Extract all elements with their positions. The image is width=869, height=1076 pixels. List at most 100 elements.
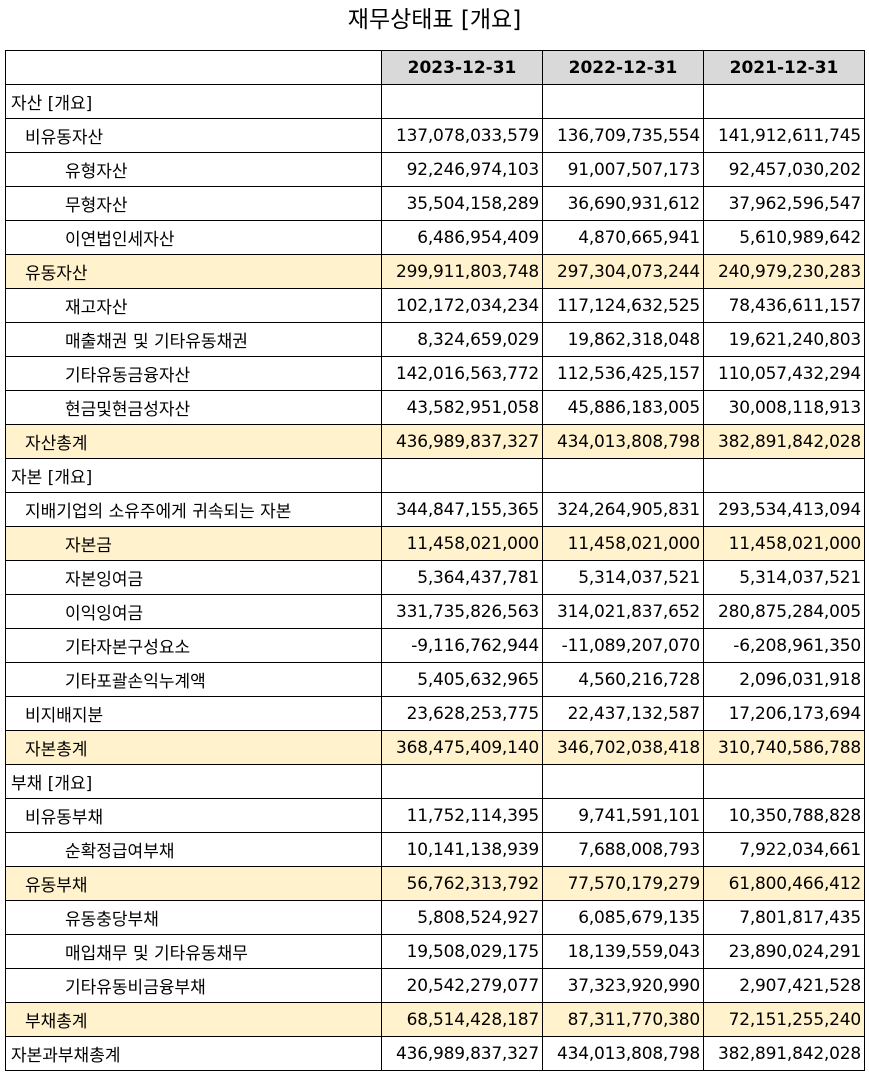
value-cell-2 xyxy=(542,458,704,493)
row-label: 기타유동금융자산 xyxy=(5,356,382,391)
header-blank-cell xyxy=(5,50,382,85)
value-cell-1: 6,486,954,409 xyxy=(381,220,543,255)
page-title: 재무상태표 [개요] xyxy=(347,7,522,33)
table-row: 자본 [개요] xyxy=(5,458,865,493)
row-label: 비유동부채 xyxy=(5,798,382,833)
table-row: 지배기업의 소유주에게 귀속되는 자본 344,847,155,365 324,26… xyxy=(5,492,865,527)
value-cell-2: 4,870,665,941 xyxy=(542,220,704,255)
row-label: 비지배지분 xyxy=(5,696,382,731)
value-cell-1: -9,116,762,944 xyxy=(381,628,543,663)
table-row: 기타유동금융자산 142,016,563,772 112,536,425,157 11… xyxy=(5,356,865,391)
value-cell-2: 7,688,008,793 xyxy=(542,832,704,867)
row-label: 자산 [개요] xyxy=(5,84,382,119)
value-cell-1: 8,324,659,029 xyxy=(381,322,543,357)
row-label: 재고자산 xyxy=(5,288,382,323)
value-cell-2: 112,536,425,157 xyxy=(542,356,704,391)
value-cell-2 xyxy=(542,84,704,119)
table-header-row: 2023-12-31 2022-12-31 2021-12-31 xyxy=(5,50,865,85)
value-cell-2: 324,264,905,831 xyxy=(542,492,704,527)
row-label: 유동부채 xyxy=(5,866,382,901)
table-row: 현금및현금성자산 43,582,951,058 45,886,183,005 30,0… xyxy=(5,390,865,425)
value-cell-1: 5,364,437,781 xyxy=(381,560,543,595)
value-cell-1: 5,808,524,927 xyxy=(381,900,543,935)
value-cell-3: 382,891,842,028 xyxy=(703,424,865,459)
value-cell-3: 310,740,586,788 xyxy=(703,730,865,765)
row-label: 자산총계 xyxy=(5,424,382,459)
value-cell-1: 11,752,114,395 xyxy=(381,798,543,833)
value-cell-3: 5,314,037,521 xyxy=(703,560,865,595)
row-label: 유동충당부채 xyxy=(5,900,382,935)
table-row: 매입채무 및 기타유동채무 19,508,029,175 18,139,559,04… xyxy=(5,934,865,969)
row-label: 현금및현금성자산 xyxy=(5,390,382,425)
row-label: 자본과부채총계 xyxy=(5,1036,382,1071)
table-row: 순확정급여부채 10,141,138,939 7,688,008,793 7,922,… xyxy=(5,832,865,867)
value-cell-2: 87,311,770,380 xyxy=(542,1002,704,1037)
value-cell-1 xyxy=(381,458,543,493)
row-label: 자본 [개요] xyxy=(5,458,382,493)
table-row: 이연법인세자산 6,486,954,409 4,870,665,941 5,610,9… xyxy=(5,220,865,255)
row-label: 기타포괄손익누계액 xyxy=(5,662,382,697)
value-cell-3: 280,875,284,005 xyxy=(703,594,865,629)
value-cell-2: 314,021,837,652 xyxy=(542,594,704,629)
value-cell-3: 240,979,230,283 xyxy=(703,254,865,289)
table-row: 이익잉여금 331,735,826,563 314,021,837,652 280,8… xyxy=(5,594,865,629)
value-cell-2: 77,570,179,279 xyxy=(542,866,704,901)
value-cell-2: 297,304,073,244 xyxy=(542,254,704,289)
value-cell-1: 142,016,563,772 xyxy=(381,356,543,391)
value-cell-2: 434,013,808,798 xyxy=(542,1036,704,1071)
table-row: 기타포괄손익누계액 5,405,632,965 4,560,216,728 2,096… xyxy=(5,662,865,697)
value-cell-1: 436,989,837,327 xyxy=(381,1036,543,1071)
value-cell-2: 6,085,679,135 xyxy=(542,900,704,935)
value-cell-1: 68,514,428,187 xyxy=(381,1002,543,1037)
value-cell-3: 7,801,817,435 xyxy=(703,900,865,935)
table-row: 자본금 11,458,021,000 11,458,021,000 11,458,02… xyxy=(5,526,865,561)
table-row: 비지배지분 23,628,253,775 22,437,132,587 17,206,… xyxy=(5,696,865,731)
row-label: 자본총계 xyxy=(5,730,382,765)
balance-sheet-table: 2023-12-31 2022-12-31 2021-12-31 자산 [개요]… xyxy=(5,50,865,1071)
value-cell-3: -6,208,961,350 xyxy=(703,628,865,663)
table-row: 유형자산 92,246,974,103 91,007,507,173 92,457,0… xyxy=(5,152,865,187)
row-label: 자본잉여금 xyxy=(5,560,382,595)
table-row: 비유동부채 11,752,114,395 9,741,591,101 10,350,7… xyxy=(5,798,865,833)
table-row: 부채 [개요] xyxy=(5,764,865,799)
value-cell-3 xyxy=(703,458,865,493)
value-cell-3: 92,457,030,202 xyxy=(703,152,865,187)
row-label: 유형자산 xyxy=(5,152,382,187)
value-cell-3: 11,458,021,000 xyxy=(703,526,865,561)
value-cell-1: 436,989,837,327 xyxy=(381,424,543,459)
value-cell-3: 23,890,024,291 xyxy=(703,934,865,969)
table-row: 부채총계 68,514,428,187 87,311,770,380 72,151,2… xyxy=(5,1002,865,1037)
value-cell-2: 136,709,735,554 xyxy=(542,118,704,153)
value-cell-1: 11,458,021,000 xyxy=(381,526,543,561)
table-row: 기타자본구성요소 -9,116,762,944 -11,089,207,070 -6,… xyxy=(5,628,865,663)
value-cell-3: 78,436,611,157 xyxy=(703,288,865,323)
table-body: 자산 [개요] 비유동자산 137,078,033,579 136,709,735,5… xyxy=(5,84,865,1071)
value-cell-1: 56,762,313,792 xyxy=(381,866,543,901)
table-row: 유동자산 299,911,803,748 297,304,073,244 240,97… xyxy=(5,254,865,289)
value-cell-1: 20,542,279,077 xyxy=(381,968,543,1003)
value-cell-3: 5,610,989,642 xyxy=(703,220,865,255)
value-cell-1: 35,504,158,289 xyxy=(381,186,543,221)
value-cell-3: 141,912,611,745 xyxy=(703,118,865,153)
value-cell-1: 102,172,034,234 xyxy=(381,288,543,323)
value-cell-1: 92,246,974,103 xyxy=(381,152,543,187)
table-row: 자산총계 436,989,837,327 434,013,808,798 382,89… xyxy=(5,424,865,459)
table-row: 유동충당부채 5,808,524,927 6,085,679,135 7,801,81… xyxy=(5,900,865,935)
row-label: 부채 [개요] xyxy=(5,764,382,799)
value-cell-1: 5,405,632,965 xyxy=(381,662,543,697)
value-cell-2: 37,323,920,990 xyxy=(542,968,704,1003)
value-cell-3: 293,534,413,094 xyxy=(703,492,865,527)
row-label: 자본금 xyxy=(5,526,382,561)
row-label: 지배기업의 소유주에게 귀속되는 자본 xyxy=(5,492,382,527)
table-row: 매출채권 및 기타유동채권 8,324,659,029 19,862,318,048… xyxy=(5,322,865,357)
table-row: 자산 [개요] xyxy=(5,84,865,119)
value-cell-1: 10,141,138,939 xyxy=(381,832,543,867)
value-cell-3: 110,057,432,294 xyxy=(703,356,865,391)
value-cell-2: 22,437,132,587 xyxy=(542,696,704,731)
value-cell-3: 382,891,842,028 xyxy=(703,1036,865,1071)
header-date-1: 2023-12-31 xyxy=(381,50,543,85)
value-cell-1: 23,628,253,775 xyxy=(381,696,543,731)
value-cell-2: 19,862,318,048 xyxy=(542,322,704,357)
value-cell-3: 2,907,421,528 xyxy=(703,968,865,1003)
value-cell-2: 346,702,038,418 xyxy=(542,730,704,765)
